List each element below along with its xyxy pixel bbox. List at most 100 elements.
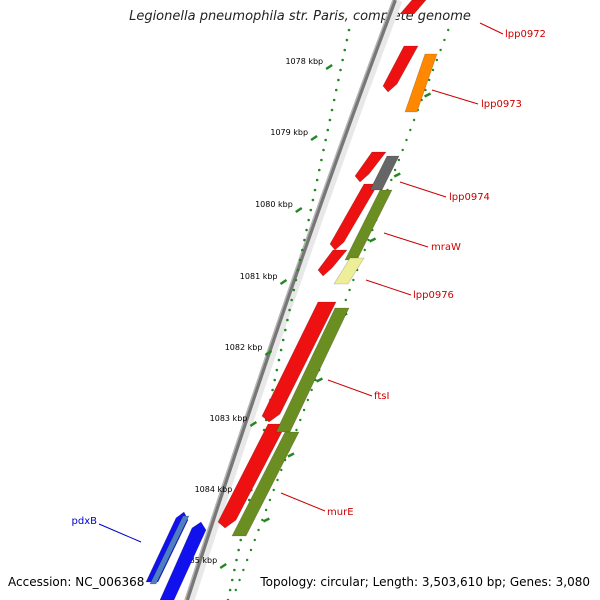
- ruler-dot: [296, 268, 300, 272]
- ruler-dot: [281, 338, 285, 342]
- track-dot: [352, 278, 355, 282]
- ruler-dot: [239, 538, 243, 542]
- track-dot: [253, 538, 256, 542]
- ruler-dot: [324, 138, 327, 142]
- gene-label-mure[interactable]: murE: [327, 507, 354, 518]
- gene-block-lpp0976[interactable]: [317, 249, 348, 277]
- track-dot: [435, 58, 439, 62]
- ruler-dot: [290, 298, 293, 302]
- ruler-dot: [313, 188, 317, 192]
- accession-text: Accession: NC_006368: [8, 575, 145, 589]
- ruler-dot: [230, 578, 234, 582]
- track-dot: [299, 418, 302, 422]
- track-dot: [257, 528, 260, 532]
- ruler-tick-label: 1082 kbp: [225, 343, 263, 352]
- ruler-tick-label: 1084 kbp: [195, 485, 233, 494]
- ruler-dot: [343, 48, 347, 52]
- ruler-dot: [328, 118, 332, 122]
- gene-block-lpp0972[interactable]: [399, 0, 427, 15]
- gene-label-lpp0972[interactable]: lpp0972: [505, 29, 546, 40]
- ruler-tick-label: 1081 kbp: [240, 272, 278, 281]
- ruler-dot: [322, 148, 325, 152]
- ruler-dot: [339, 68, 342, 72]
- track-dot: [424, 88, 427, 92]
- ruler-tick-label: 1085 kbp: [180, 556, 218, 565]
- ruler-dot: [298, 258, 302, 262]
- ruler-dot: [247, 498, 251, 502]
- gene-block-ftsI[interactable]: [261, 301, 337, 423]
- track-dot: [272, 488, 275, 492]
- ruler-dot: [320, 158, 323, 162]
- track-dot: [405, 138, 408, 142]
- ruler-dot: [233, 568, 236, 572]
- gene-block-lpp0974[interactable]: [354, 151, 387, 183]
- track-dot: [409, 128, 412, 132]
- track-dot: [295, 428, 298, 432]
- genome-summary-text: Topology: circular; Length: 3,503,610 bp…: [260, 575, 590, 589]
- ruler-dot: [235, 558, 238, 562]
- track-dot: [348, 288, 351, 292]
- feature-track-tick: [315, 377, 324, 383]
- gene-label-lpp0974[interactable]: lpp0974: [449, 192, 490, 203]
- track-dot: [344, 298, 347, 302]
- ruler-dot: [286, 318, 289, 322]
- ruler-dot: [315, 178, 319, 182]
- gene-block-lpp0973-strand2[interactable]: [404, 53, 438, 113]
- gene-features: [145, 0, 438, 600]
- track-dot: [234, 588, 237, 592]
- feature-track-tick: [368, 237, 377, 243]
- track-dot: [443, 38, 446, 42]
- leader-line-lpp0974: [399, 181, 447, 198]
- ruler-tick: [310, 134, 318, 142]
- ruler-dot: [294, 278, 298, 282]
- leader-line-ftsi: [327, 379, 373, 397]
- ruler-tick-label: 1078 kbp: [285, 57, 323, 66]
- ruler-dot: [334, 88, 338, 92]
- leader-line-mraw: [383, 232, 429, 248]
- track-dot: [439, 48, 442, 52]
- ruler-dot: [288, 308, 291, 312]
- track-dot: [393, 168, 397, 172]
- feature-track-tick: [423, 92, 432, 98]
- backbone-line: [185, 0, 397, 600]
- track-dot: [447, 28, 450, 32]
- track-dot: [306, 398, 310, 402]
- track-dot: [276, 478, 279, 482]
- leader-line-lpp0973: [431, 89, 479, 105]
- feature-track-tick: [287, 452, 295, 458]
- gene-block-pdxB-overlay[interactable]: [149, 515, 190, 585]
- leader-line-mure: [280, 492, 326, 512]
- track-dot: [431, 68, 435, 72]
- ruler-dot: [311, 198, 315, 202]
- ruler-dot: [273, 378, 277, 382]
- track-dot: [428, 78, 431, 82]
- ruler-dot: [228, 588, 232, 592]
- gene-labels: lpp0972 lpp0973 lpp0974 mraW lpp0976 ftsI murE…: [72, 22, 546, 543]
- ruler-tick: [264, 349, 273, 357]
- track-dot: [397, 158, 401, 162]
- gene-label-pdxb[interactable]: pdxB: [72, 516, 98, 527]
- ruler-tick: [219, 562, 227, 570]
- ruler-dot: [292, 288, 296, 292]
- gene-block-lpp0973[interactable]: [382, 45, 419, 93]
- gene-block-lpp0976-strand2[interactable]: [333, 257, 365, 285]
- ruler-dot: [341, 58, 344, 62]
- ruler-dot: [307, 218, 310, 222]
- track-dot: [242, 568, 245, 572]
- gene-label-lpp0976[interactable]: lpp0976: [413, 290, 454, 301]
- track-dot: [264, 508, 268, 512]
- ruler-dot: [330, 108, 334, 112]
- ruler-tick: [279, 278, 288, 286]
- gene-block-murE-strand2[interactable]: [231, 431, 300, 537]
- gene-label-ftsi[interactable]: ftsI: [374, 391, 389, 402]
- ruler-dot: [347, 28, 351, 32]
- gene-block-pdxB-strand2[interactable]: [159, 521, 207, 600]
- ruler-dot: [277, 358, 281, 362]
- gene-label-mraw[interactable]: mraW: [431, 242, 461, 253]
- track-dot: [390, 178, 393, 182]
- ruler-tick-label: 1079 kbp: [270, 128, 308, 137]
- ruler-dot: [337, 78, 340, 82]
- track-dot: [238, 578, 241, 582]
- gene-label-lpp0973[interactable]: lpp0973: [481, 99, 522, 110]
- ruler-tick: [249, 420, 258, 428]
